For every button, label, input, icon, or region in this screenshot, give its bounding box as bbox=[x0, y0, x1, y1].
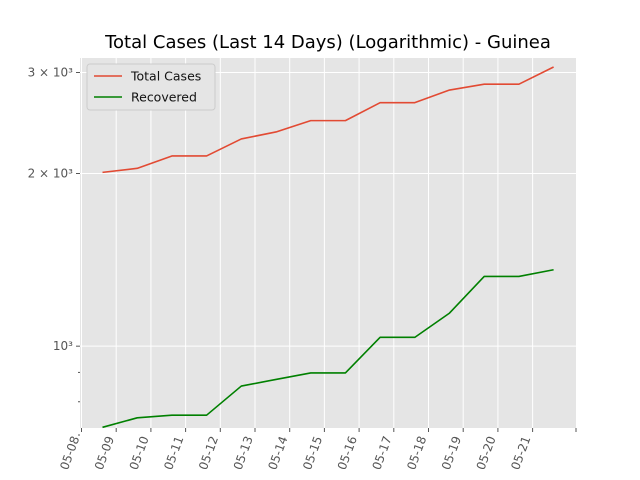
y-tick-label: 10³ bbox=[53, 339, 73, 353]
x-tick-label: 05-10 bbox=[127, 434, 152, 472]
x-tick-label: 05-20 bbox=[474, 434, 499, 472]
x-tick-label: 05-13 bbox=[231, 434, 256, 472]
x-tick-label: 05-09 bbox=[92, 434, 117, 472]
legend: Total Cases Recovered bbox=[86, 63, 216, 111]
x-tick-label: 05-14 bbox=[265, 434, 290, 472]
legend-label: Total Cases bbox=[130, 69, 201, 84]
series-line-recovered bbox=[102, 268, 554, 429]
axis-ticks: 05-08 05-09 05-10 05-11 05-12 05-13 05-14 05-15… bbox=[28, 66, 577, 472]
grid-lines bbox=[80, 58, 576, 428]
x-tick-label: 05-19 bbox=[439, 434, 464, 472]
legend-label: Recovered bbox=[131, 90, 197, 105]
x-tick-label: 05-16 bbox=[335, 434, 360, 472]
plot-background bbox=[80, 58, 576, 428]
y-tick-label: 3 × 10³ bbox=[28, 66, 74, 80]
x-tick-label: 05-15 bbox=[300, 434, 325, 472]
x-tick-label: 05-21 bbox=[508, 434, 533, 472]
x-tick-label: 05-11 bbox=[161, 434, 186, 472]
y-tick-label: 2 × 10³ bbox=[28, 167, 74, 181]
x-tick-label: 05-08 bbox=[57, 434, 82, 472]
series-lines bbox=[102, 66, 554, 429]
series-line-total-cases bbox=[102, 66, 554, 174]
x-tick-label: 05-12 bbox=[196, 434, 221, 472]
x-tick-label: 05-17 bbox=[370, 434, 395, 472]
chart-title: Total Cases (Last 14 Days) (Logarithmic)… bbox=[104, 32, 551, 53]
x-tick-label: 05-18 bbox=[404, 434, 429, 472]
